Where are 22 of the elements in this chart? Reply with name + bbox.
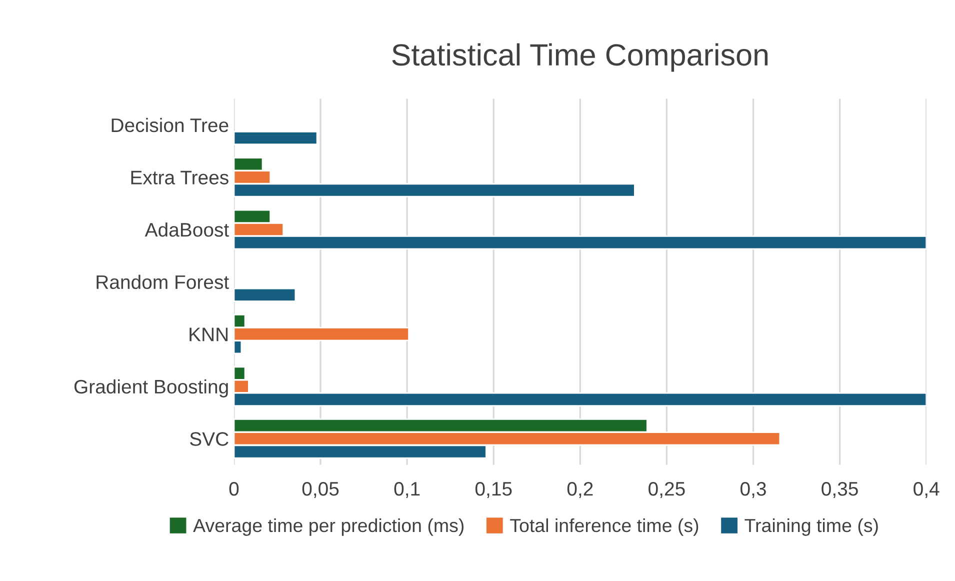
y-tick-label: SVC: [190, 432, 228, 446]
bar: [234, 130, 318, 146]
y-tick-label: Gradient Boosting: [74, 379, 228, 398]
x-tick-label: 0,2: [567, 482, 593, 498]
y-tick-label: AdaBoost: [144, 222, 229, 237]
y-tick-label: Decision Tree: [112, 118, 228, 132]
x-tick-label: 0,35: [822, 482, 858, 498]
x-tick-label: 0: [229, 482, 239, 496]
x-tick-label: 0,25: [648, 482, 685, 498]
chart-title: Statistical Time Comparison: [392, 43, 768, 72]
x-tick-label: 0,05: [302, 482, 339, 498]
bar: [234, 288, 296, 302]
y-tick-label: Extra Trees: [131, 170, 228, 184]
x-tick-label: 0,15: [475, 482, 512, 498]
y-tick-label: Random Forest: [96, 274, 229, 290]
legend-label: Average time per prediction (ms): [193, 518, 464, 536]
x-tick-label: 0,3: [740, 482, 766, 498]
legend-label: Total inference time (s): [510, 518, 698, 536]
x-tick-label: 0,1: [394, 482, 420, 498]
y-tick-label: KNN: [190, 328, 228, 342]
legend-label: Training time (s): [744, 518, 878, 536]
x-tick-label: 0,4: [914, 482, 940, 498]
